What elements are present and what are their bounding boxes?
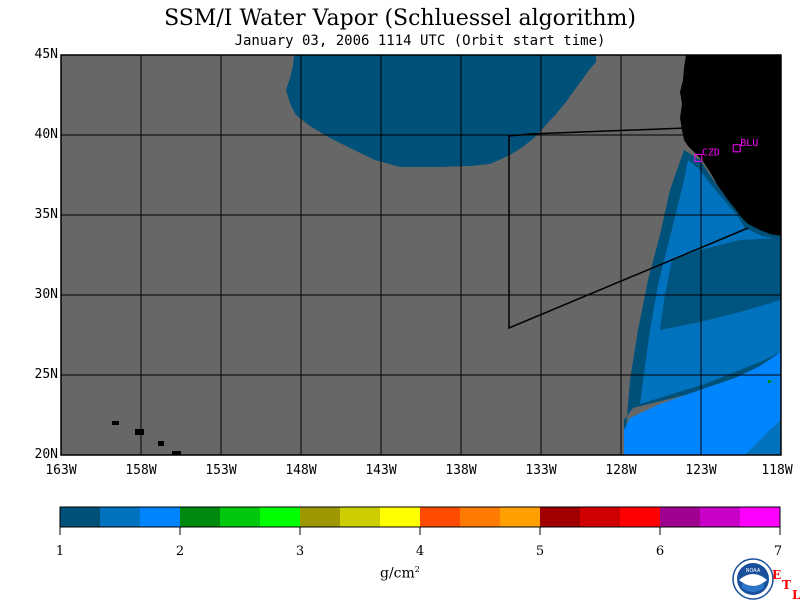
colorbar-tick-label: 2 xyxy=(175,544,185,559)
colorbar-cell xyxy=(180,507,221,527)
colorbar-cells xyxy=(60,507,781,527)
logo-text: NOAA xyxy=(746,568,761,574)
water-vapor-patch-north xyxy=(286,55,596,167)
colorbar-tick-label: 7 xyxy=(773,544,783,559)
colorbar-tick-label: 4 xyxy=(415,544,425,559)
etl-t: T xyxy=(782,578,791,592)
station-label: BLU xyxy=(740,138,758,149)
units-exponent: 2 xyxy=(414,565,420,574)
water-vapor-dark-strip xyxy=(660,238,781,330)
latitude-label: 35N xyxy=(34,207,58,222)
colorbar-cell xyxy=(740,507,781,527)
colorbar-cell xyxy=(220,507,261,527)
colorbar-cell xyxy=(620,507,661,527)
colorbar-cell xyxy=(540,507,581,527)
map-frame xyxy=(60,54,782,456)
latitude-label: 45N xyxy=(34,47,58,62)
longitude-label: 163W xyxy=(45,463,77,478)
map-subtitle: January 03, 2006 1114 UTC (Orbit start t… xyxy=(234,33,606,49)
noaa-logo: NOAA xyxy=(732,558,774,600)
longitude-label: 118W xyxy=(761,463,793,478)
longitude-label: 143W xyxy=(365,463,397,478)
colorbar-cell xyxy=(100,507,141,527)
latitude-label: 40N xyxy=(34,127,58,142)
colorbar-tick-label: 5 xyxy=(535,544,545,559)
longitude-label: 153W xyxy=(205,463,237,478)
map-title: SSM/I Water Vapor (Schluessel algorithm) xyxy=(164,6,636,31)
etl-l: L xyxy=(792,588,800,602)
latitude-label: 25N xyxy=(34,367,58,382)
colorbar-ticks xyxy=(59,527,781,535)
colorbar-units: g/cm2 xyxy=(380,565,460,582)
colorbar-cell xyxy=(580,507,621,527)
station-marker-icon xyxy=(694,153,703,162)
etl-logo: E T L xyxy=(772,568,800,602)
station-czd: CZD xyxy=(694,147,720,162)
water-vapor-medium-south xyxy=(745,420,781,455)
colorbar-frame xyxy=(59,506,781,528)
latitude-label: 20N xyxy=(34,447,58,462)
colorbar-cell xyxy=(300,507,341,527)
colorbar-tick-label: 6 xyxy=(655,544,665,559)
longitude-label: 128W xyxy=(605,463,637,478)
colorbar-cell xyxy=(660,507,701,527)
domain-outline xyxy=(508,127,749,330)
island-2 xyxy=(135,429,144,435)
station-label: CZD xyxy=(702,147,720,158)
etl-e: E xyxy=(772,568,782,582)
station-markers: CZD BLU xyxy=(694,138,758,162)
colorbar-cell xyxy=(260,507,301,527)
colorbar-cell xyxy=(380,507,421,527)
island-3 xyxy=(158,441,164,446)
island-4 xyxy=(172,451,181,455)
island-1 xyxy=(112,421,119,425)
units-text: g/cm xyxy=(380,565,415,582)
longitude-label: 158W xyxy=(125,463,157,478)
colorbar-cell xyxy=(420,507,461,527)
colorbar-cell xyxy=(460,507,501,527)
colorbar-cell xyxy=(500,507,541,527)
longitude-label: 138W xyxy=(445,463,477,478)
colorbar-tick-label: 3 xyxy=(295,544,305,559)
colorbar-cell xyxy=(700,507,741,527)
colorbar-tick-label: 1 xyxy=(55,544,65,559)
land-north-america xyxy=(680,55,781,236)
station-blu: BLU xyxy=(732,138,758,153)
water-vapor-speck xyxy=(768,380,771,383)
station-marker-icon xyxy=(732,144,741,153)
colorbar-cell xyxy=(140,507,181,527)
longitude-label: 148W xyxy=(285,463,317,478)
colorbar-cell xyxy=(340,507,381,527)
colorbar-cell xyxy=(60,507,101,527)
longitude-label: 133W xyxy=(525,463,557,478)
latitude-label: 30N xyxy=(34,287,58,302)
water-vapor-patch-south xyxy=(624,352,781,455)
longitude-label: 123W xyxy=(685,463,717,478)
